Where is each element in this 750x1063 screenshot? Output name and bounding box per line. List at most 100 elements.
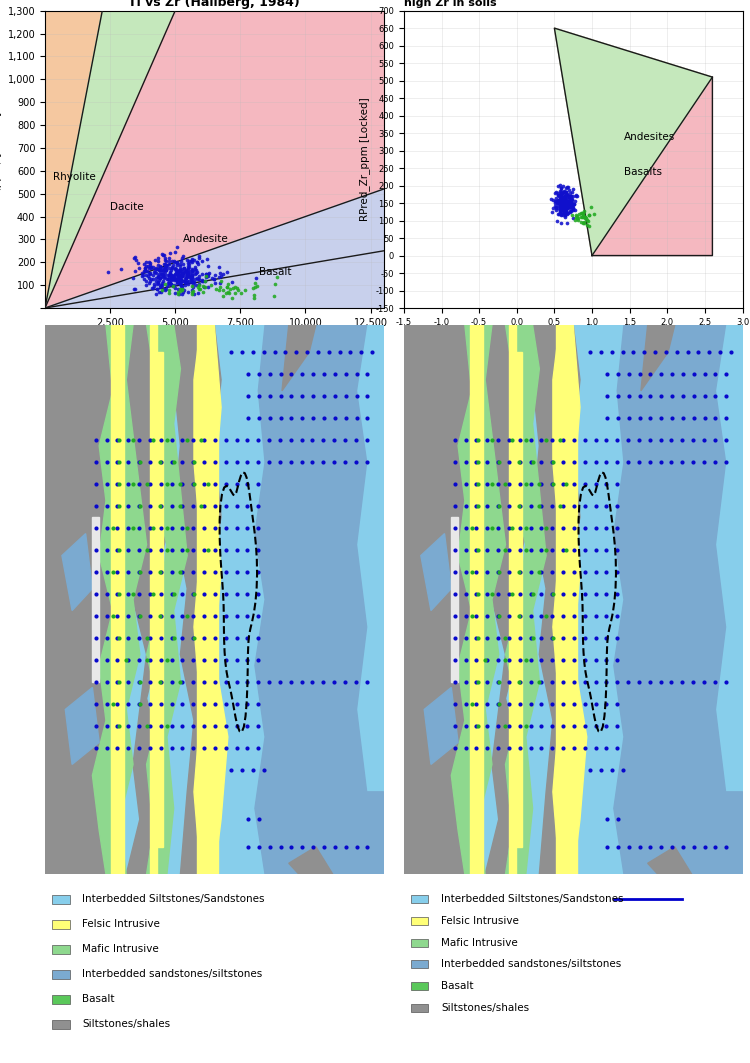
- Point: [546, 432, 558, 449]
- Point: [554, 202, 566, 219]
- Point: [187, 282, 199, 299]
- Point: [567, 196, 579, 213]
- Point: [122, 718, 134, 735]
- Point: [555, 199, 567, 216]
- Point: [209, 454, 221, 471]
- Point: [172, 268, 184, 285]
- Point: [308, 409, 320, 426]
- Polygon shape: [194, 325, 228, 874]
- Point: [139, 255, 151, 272]
- Polygon shape: [265, 325, 383, 874]
- Point: [242, 366, 254, 383]
- Point: [253, 366, 265, 383]
- Point: [350, 674, 361, 691]
- Point: [112, 497, 124, 514]
- Point: [574, 204, 586, 221]
- Point: [560, 202, 572, 219]
- Point: [146, 271, 158, 288]
- Point: [128, 281, 140, 298]
- Polygon shape: [167, 325, 221, 874]
- Point: [168, 266, 180, 283]
- Point: [503, 695, 515, 712]
- Point: [200, 266, 211, 283]
- Point: [194, 275, 206, 292]
- Point: [526, 586, 538, 603]
- Point: [710, 409, 722, 426]
- Point: [296, 839, 308, 856]
- Point: [308, 839, 320, 856]
- Point: [666, 388, 678, 405]
- Point: [193, 248, 205, 265]
- Point: [362, 409, 374, 426]
- Point: [173, 273, 185, 290]
- Point: [555, 184, 567, 201]
- Point: [140, 263, 152, 280]
- Point: [220, 674, 232, 691]
- Point: [191, 264, 203, 281]
- Polygon shape: [554, 28, 712, 255]
- Point: [328, 839, 340, 856]
- Point: [185, 253, 197, 270]
- Polygon shape: [255, 325, 383, 874]
- Point: [152, 269, 164, 286]
- Point: [557, 195, 569, 212]
- Point: [568, 196, 580, 213]
- Point: [556, 178, 568, 195]
- FancyBboxPatch shape: [411, 895, 428, 904]
- Point: [709, 674, 721, 691]
- Point: [553, 187, 565, 204]
- Point: [557, 695, 569, 712]
- Point: [339, 432, 351, 449]
- Point: [552, 186, 564, 203]
- Point: [557, 189, 569, 206]
- Point: [556, 196, 568, 213]
- Point: [144, 256, 156, 273]
- Point: [285, 674, 297, 691]
- Point: [173, 271, 185, 288]
- Point: [185, 284, 197, 301]
- Point: [492, 740, 504, 757]
- Point: [170, 254, 182, 271]
- Point: [113, 475, 125, 492]
- Point: [231, 629, 243, 646]
- Point: [154, 629, 166, 646]
- Point: [144, 674, 156, 691]
- Point: [556, 197, 568, 214]
- Point: [559, 183, 571, 200]
- Point: [666, 366, 678, 383]
- Point: [144, 586, 156, 603]
- Point: [220, 695, 232, 712]
- Point: [601, 629, 613, 646]
- Point: [286, 366, 298, 383]
- Point: [611, 432, 623, 449]
- Point: [220, 629, 232, 646]
- Point: [158, 276, 170, 293]
- Point: [188, 695, 200, 712]
- Point: [601, 740, 613, 757]
- Point: [231, 652, 243, 669]
- Point: [140, 272, 152, 289]
- Point: [182, 255, 194, 272]
- Point: [175, 252, 187, 269]
- Point: [318, 388, 330, 405]
- Point: [223, 285, 235, 302]
- Point: [688, 388, 700, 405]
- Point: [186, 268, 198, 285]
- Point: [568, 432, 580, 449]
- Point: [181, 264, 193, 281]
- Polygon shape: [65, 688, 99, 764]
- Point: [192, 285, 204, 302]
- Point: [579, 629, 591, 646]
- Polygon shape: [553, 325, 586, 874]
- Point: [190, 261, 202, 279]
- Point: [175, 270, 187, 287]
- Point: [557, 199, 569, 216]
- Point: [688, 366, 700, 383]
- Point: [492, 695, 504, 712]
- Point: [147, 586, 159, 603]
- Point: [152, 268, 164, 285]
- Point: [106, 520, 118, 537]
- Point: [472, 432, 484, 449]
- Point: [460, 497, 472, 514]
- Point: [220, 475, 232, 492]
